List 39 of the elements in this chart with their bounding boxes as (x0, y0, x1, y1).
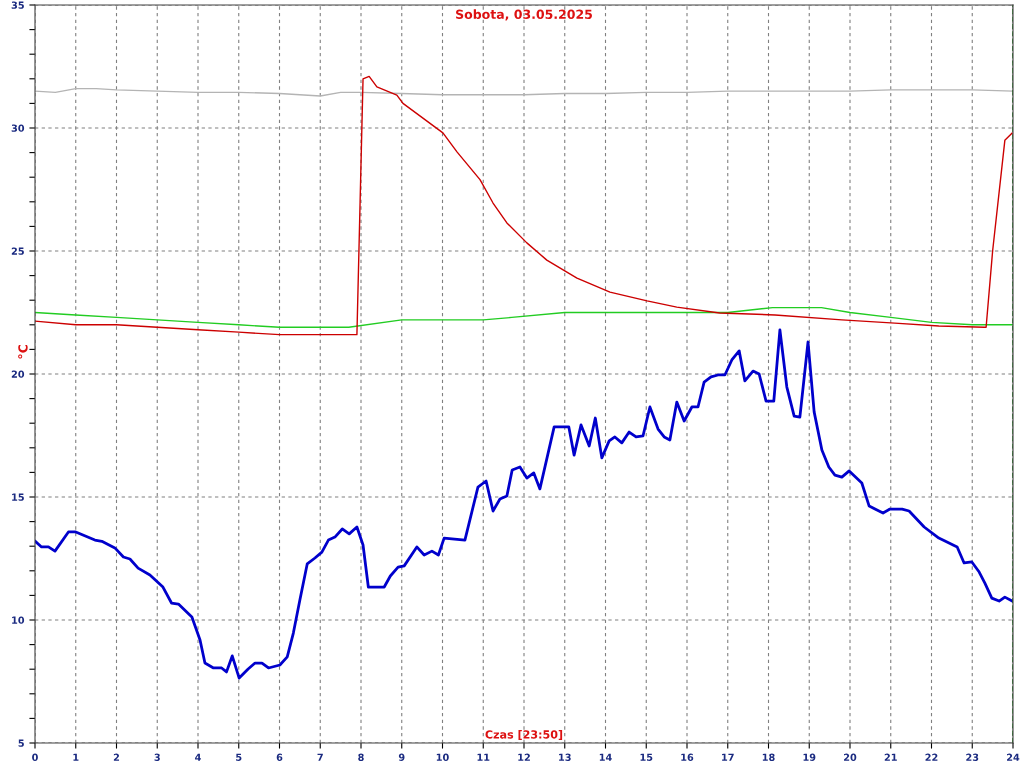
x-tick-label: 15 (640, 753, 653, 761)
y-tick-label: 15 (12, 493, 24, 501)
y-tick-label: 10 (12, 616, 25, 624)
x-tick-label: 7 (317, 753, 323, 761)
x-tick-label: 16 (681, 753, 694, 761)
y-tick-label: 30 (11, 124, 25, 132)
x-tick-label: 14 (599, 753, 612, 761)
x-tick-label: 12 (518, 753, 530, 761)
x-tick-label: 13 (559, 753, 571, 761)
x-tick-label: 8 (358, 753, 364, 761)
x-tick-label: 2 (113, 753, 120, 761)
y-tick-label: 5 (18, 739, 24, 747)
y-tick-label: 25 (11, 247, 24, 255)
x-tick-label: 0 (32, 753, 38, 761)
line-series (35, 87, 1013, 97)
line-series (35, 328, 1013, 680)
y-tick-label: 20 (11, 370, 25, 378)
line-series (35, 75, 1013, 336)
x-tick-label: 1 (73, 753, 79, 761)
x-tick-label: 11 (477, 753, 490, 761)
x-tick-label: 21 (884, 753, 897, 761)
x-axis-title: Czas [23:50] (485, 730, 563, 740)
x-tick-label: 10 (436, 753, 449, 761)
x-tick-label: 4 (195, 753, 201, 761)
y-tick-label: 35 (11, 1, 24, 9)
x-tick-label: 3 (154, 753, 160, 761)
x-tick-label: 18 (762, 753, 775, 761)
x-tick-label: 23 (966, 753, 979, 761)
y-axis-title: °C (18, 344, 28, 359)
line-series (35, 306, 1013, 328)
x-tick-label: 9 (398, 753, 405, 761)
x-tick-label: 24 (1007, 753, 1020, 761)
x-tick-label: 20 (844, 753, 857, 761)
x-tick-label: 19 (803, 753, 816, 761)
x-tick-label: 5 (236, 753, 242, 761)
x-tick-label: 17 (722, 753, 734, 761)
x-tick-label: 6 (276, 753, 283, 761)
chart-title: Sobota, 03.05.2025 (456, 9, 592, 21)
x-tick-label: 22 (925, 753, 938, 761)
